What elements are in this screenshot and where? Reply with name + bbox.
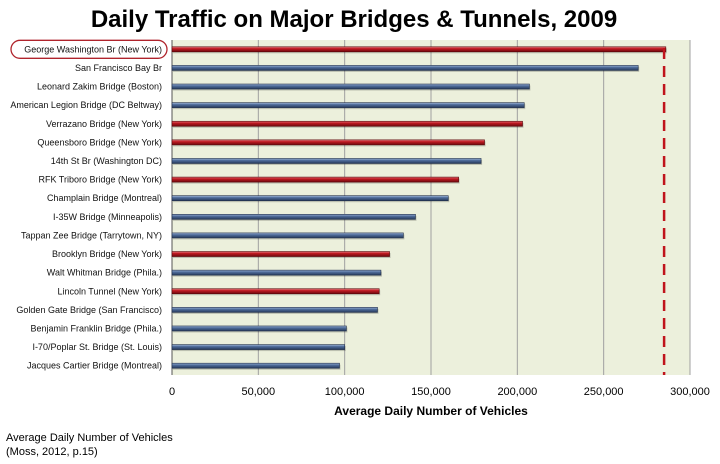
bar-chart: Daily Traffic on Major Bridges & Tunnels… xyxy=(10,6,710,418)
category-labels: George Washington Br (New York) San Franc… xyxy=(10,39,168,371)
category-label: Walt Whitman Bridge (Phila.) xyxy=(47,268,162,278)
x-tick-label: 100,000 xyxy=(325,386,365,398)
category-label: Champlain Bridge (Montreal) xyxy=(47,193,162,203)
category-label: American Legion Bridge (DC Beltway) xyxy=(10,100,162,110)
bars xyxy=(171,46,667,375)
caption-line-2: (Moss, 2012, p.15) xyxy=(6,446,98,458)
category-label: Leonard Zakim Bridge (Boston) xyxy=(37,82,162,92)
bar xyxy=(171,362,340,369)
category-label: Lincoln Tunnel (New York) xyxy=(57,286,162,296)
bar xyxy=(171,176,459,183)
highlight-ellipse xyxy=(10,39,168,59)
category-label: I-35W Bridge (Minneapolis) xyxy=(53,212,162,222)
x-tick-label: 50,000 xyxy=(242,386,276,398)
category-label: Tappan Zee Bridge (Tarrytown, NY) xyxy=(21,230,162,240)
bar xyxy=(171,102,525,108)
bar xyxy=(171,158,482,164)
bar xyxy=(171,269,382,276)
bar xyxy=(171,139,485,146)
bar xyxy=(171,307,378,313)
bar xyxy=(171,65,639,71)
bar xyxy=(171,83,530,90)
category-label: Queensboro Bridge (New York) xyxy=(37,137,162,147)
bar xyxy=(171,288,380,295)
bar xyxy=(171,251,390,257)
category-label: Benjamin Franklin Bridge (Phila.) xyxy=(30,323,162,333)
bar xyxy=(171,46,667,53)
bar xyxy=(171,232,404,239)
category-label: 14th St Br (Washington DC) xyxy=(51,156,162,166)
chart-title: Daily Traffic on Major Bridges & Tunnels… xyxy=(91,6,617,33)
bar xyxy=(171,120,523,127)
category-label: George Washington Br (New York) xyxy=(24,44,162,54)
caption-line-1: Average Daily Number of Vehicles xyxy=(6,432,173,444)
bar xyxy=(171,214,416,220)
x-axis-label: Average Daily Number of Vehicles xyxy=(334,404,528,418)
x-tick-label: 200,000 xyxy=(497,386,537,398)
category-label: Golden Gate Bridge (San Francisco) xyxy=(16,305,162,315)
category-label: RFK Triboro Bridge (New York) xyxy=(38,175,162,185)
x-tick-label: 0 xyxy=(169,386,175,398)
category-label: Jacques Cartier Bridge (Montreal) xyxy=(27,361,162,371)
bar xyxy=(171,344,345,350)
x-tick-label: 300,000 xyxy=(670,386,710,398)
gridlines xyxy=(171,40,691,375)
category-label: San Francisco Bay Br xyxy=(75,63,162,73)
bar xyxy=(171,195,449,201)
x-tick-label: 150,000 xyxy=(411,386,451,398)
bar xyxy=(171,325,347,332)
category-label: Brooklyn Bridge (New York) xyxy=(52,249,162,259)
category-label: I-70/Poplar St. Bridge (St. Louis) xyxy=(32,342,162,352)
category-label: Verrazano Bridge (New York) xyxy=(46,119,162,129)
x-tick-labels: 0 50,000 100,000 150,000 200,000 250,000 300,0… xyxy=(169,386,710,398)
x-tick-label: 250,000 xyxy=(584,386,624,398)
